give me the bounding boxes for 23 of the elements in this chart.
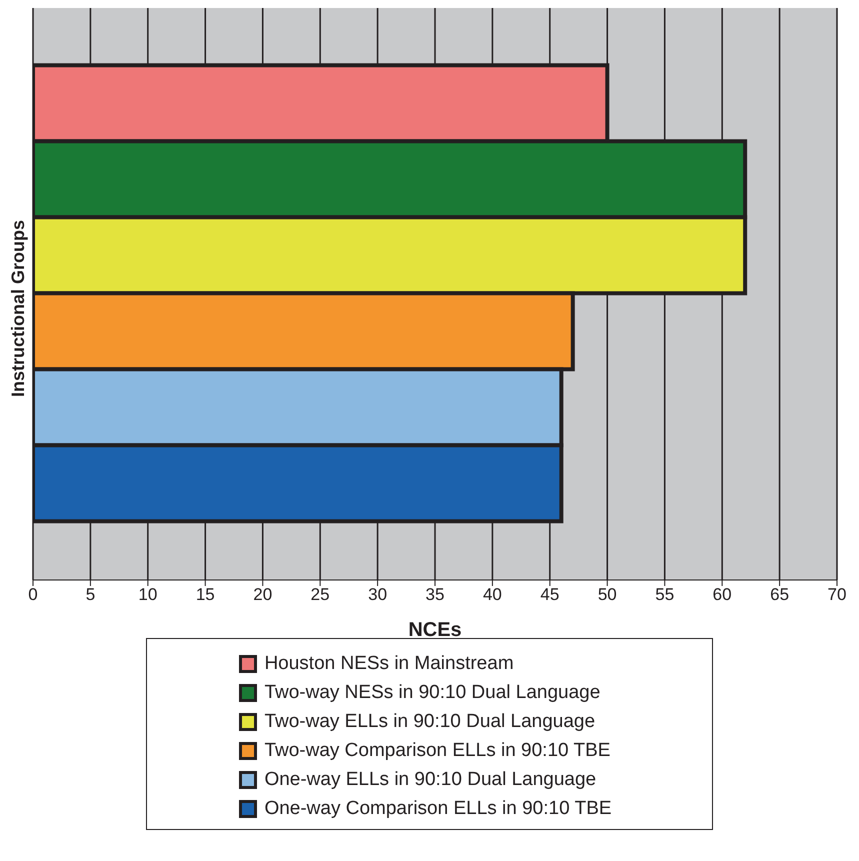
x-axis-title: NCEs xyxy=(408,619,462,641)
x-tick-label: 50 xyxy=(598,585,617,604)
x-tick-label: 60 xyxy=(712,585,732,604)
legend-label: Houston NESs in Mainstream xyxy=(264,652,514,674)
x-tick-label: 10 xyxy=(138,585,158,604)
x-tick-label: 55 xyxy=(655,585,674,604)
x-tick-label: 30 xyxy=(368,585,388,604)
legend-label: Two-way NESs in 90:10 Dual Language xyxy=(264,682,600,704)
x-tick-label: 15 xyxy=(196,585,215,604)
x-tick-label: 45 xyxy=(540,585,560,604)
legend-label: Two-way ELLs in 90:10 Dual Language xyxy=(264,710,596,732)
y-axis-title: Instructional Groups xyxy=(8,219,29,397)
legend-label: One-way ELLs in 90:10 Dual Language xyxy=(264,768,596,790)
x-tick-label: 35 xyxy=(426,585,444,604)
x-tick-label: 5 xyxy=(86,585,96,604)
x-tick-label: 20 xyxy=(253,585,272,604)
x-tick-label: 25 xyxy=(310,585,330,604)
x-tick-label: 65 xyxy=(770,585,790,604)
legend-label: One-way Comparison ELLs in 90:10 TBE xyxy=(264,798,612,820)
x-tick-label: 0 xyxy=(28,585,38,604)
x-tick-label: 70 xyxy=(828,585,846,604)
x-tick-label: 40 xyxy=(482,585,502,604)
legend-label: Two-way Comparison ELLs in 90:10 TBE xyxy=(264,740,610,762)
